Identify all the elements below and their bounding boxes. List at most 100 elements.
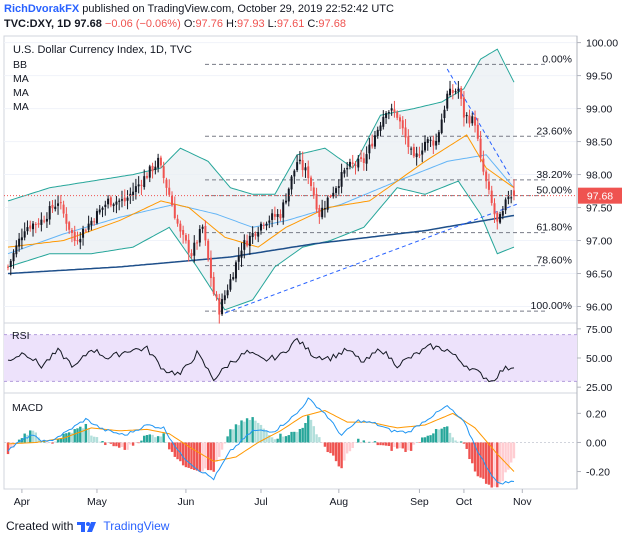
candle-body (298, 159, 301, 162)
candle-body (354, 164, 357, 166)
macd-histogram-bar (323, 442, 327, 447)
candle-body (215, 294, 218, 298)
candle-body (26, 227, 29, 232)
candle-body (476, 124, 479, 139)
candle-body (101, 207, 104, 210)
candle-body (59, 202, 62, 204)
candle-body (429, 139, 432, 141)
macd-histogram-bar (337, 442, 341, 467)
macd-histogram-bar (512, 442, 516, 459)
macd-histogram-bar (65, 433, 68, 443)
macd-histogram-bar (54, 441, 57, 443)
macd-histogram-bar (145, 435, 149, 443)
candle-body (296, 162, 299, 171)
candle-body (118, 200, 121, 202)
candle-body (112, 204, 115, 207)
macd-histogram-bar (98, 441, 101, 443)
high-value: 97.93 (237, 18, 265, 30)
macd-histogram-bar (459, 441, 463, 443)
macd-histogram-bar (412, 442, 416, 445)
macd-histogram-bar (429, 435, 432, 443)
candle-body (471, 116, 474, 124)
macd-histogram-bar (365, 442, 368, 443)
candle-body (98, 209, 101, 213)
candle-body (248, 235, 251, 247)
candle-body (360, 157, 363, 159)
candle-body (54, 206, 57, 210)
macd-histogram-bar (126, 442, 129, 450)
macd-histogram-bar (279, 433, 282, 443)
candle-body (251, 232, 254, 238)
macd-histogram-bar (298, 429, 302, 443)
candle-body (385, 113, 388, 118)
macd-histogram-bar (259, 424, 263, 443)
macd-histogram-bar (465, 442, 468, 449)
candle-body (232, 277, 235, 280)
indicator-label-ma[interactable]: MA (13, 87, 29, 99)
bollinger-fill (8, 49, 514, 310)
candle-body (407, 136, 410, 148)
candle-body (351, 162, 354, 164)
macd-histogram-bar (129, 442, 132, 445)
macd-histogram-bar (376, 442, 379, 446)
macd-histogram-bar (184, 442, 188, 468)
candle-body (465, 114, 468, 117)
macd-histogram-bar (45, 442, 49, 444)
price-tick-label: 96.50 (586, 269, 612, 281)
candle-body (182, 229, 185, 235)
candle-body (421, 150, 424, 155)
candle-body (137, 184, 140, 187)
macd-histogram-bar (448, 432, 452, 443)
macd-histogram-bar (404, 442, 407, 452)
candle-body (93, 221, 96, 223)
macd-title[interactable]: MACD (12, 402, 43, 414)
time-tick-label: Sep (410, 496, 429, 508)
rsi-title[interactable]: RSI (12, 330, 30, 342)
candle-body (76, 240, 79, 242)
macd-histogram-bar (231, 429, 235, 443)
candle-body (312, 187, 315, 196)
candle-body (343, 170, 346, 174)
chart-title: U.S. Dollar Currency Index, 1D, TVC (13, 44, 192, 56)
macd-histogram-bar (368, 441, 371, 443)
macd-histogram-bar (487, 442, 491, 485)
indicator-label-ma[interactable]: MA (13, 73, 29, 85)
time-tick-label: Aug (329, 496, 348, 508)
macd-histogram-bar (329, 442, 332, 454)
candle-body (287, 188, 290, 202)
macd-histogram-bar (362, 440, 366, 443)
candle-body (62, 204, 65, 214)
fib-level-label: 0.00% (542, 53, 572, 65)
candle-body (499, 214, 502, 223)
candle-body (84, 230, 87, 232)
indicator-label-ma[interactable]: MA (13, 101, 29, 113)
candle-body (165, 179, 168, 188)
macd-histogram-bar (84, 423, 88, 443)
time-tick-label: Oct (456, 496, 472, 508)
candle-body (271, 213, 274, 220)
candle-body (157, 157, 160, 168)
macd-histogram-bar (393, 442, 396, 448)
fib-level-label: 50.00% (536, 185, 572, 197)
candle-body (73, 231, 76, 241)
time-axis: Apr May Jun Jul Aug Sep Oct Nov (14, 489, 532, 508)
candle-body (396, 112, 399, 118)
macd-histogram-bar (81, 428, 85, 443)
candle-body (190, 253, 193, 257)
time-tick-label: May (87, 496, 108, 508)
macd-histogram-bar (37, 437, 40, 443)
candle-body (326, 197, 329, 210)
macd-histogram-bar (284, 436, 288, 443)
candle-body (15, 245, 18, 255)
macd-histogram-bar (195, 442, 199, 471)
author-link[interactable]: RichDvorakFX (4, 3, 80, 15)
indicator-label-bb[interactable]: BB (13, 59, 27, 71)
candle-body (426, 139, 429, 143)
rsi-tick-label: 50.00 (586, 353, 612, 365)
macd-histogram-bar (112, 442, 115, 447)
tradingview-brand-link[interactable]: TradingView (103, 519, 170, 533)
macd-histogram-bar (421, 437, 424, 443)
candle-body (451, 90, 454, 93)
macd-histogram-bar (220, 442, 224, 450)
